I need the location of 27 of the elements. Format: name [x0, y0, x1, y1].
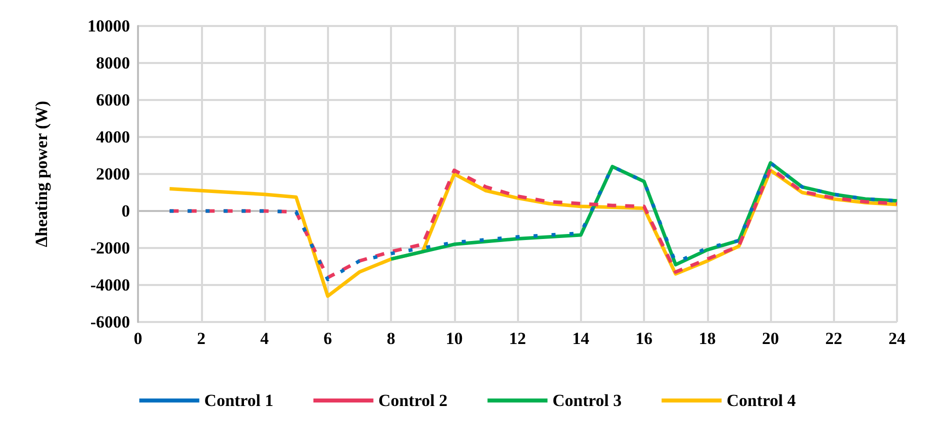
x-tick-label: 4 — [260, 329, 270, 348]
x-tick-label: 10 — [446, 329, 463, 348]
x-tick-label: 2 — [197, 329, 206, 348]
y-tick-label: 4000 — [96, 128, 130, 146]
x-tick-label: 6 — [324, 329, 332, 348]
y-tick-label: 6000 — [96, 90, 130, 110]
y-tick-label: 8000 — [96, 54, 130, 72]
legend-label: Control 4 — [726, 391, 796, 410]
legend-label: Control 2 — [378, 391, 448, 410]
x-tick-label: 12 — [509, 329, 526, 348]
y-tick-label: -6000 — [90, 312, 130, 332]
x-tick-label: 24 — [888, 329, 906, 348]
y-axis-title: Δheating power (W) — [32, 100, 51, 248]
y-tick-label: 2000 — [96, 164, 130, 184]
legend-label: Control 1 — [204, 391, 274, 410]
y-tick-label: -4000 — [90, 276, 130, 294]
x-tick-label: 18 — [698, 329, 716, 348]
x-tick-label: 8 — [386, 329, 396, 348]
x-tick-label: 20 — [762, 329, 779, 348]
y-tick-label: 0 — [122, 202, 130, 220]
y-tick-label: -2000 — [90, 238, 130, 258]
legend-label: Control 3 — [552, 391, 622, 410]
x-tick-label: 0 — [134, 329, 142, 348]
y-tick-label: 10000 — [88, 16, 130, 36]
x-tick-label: 14 — [572, 329, 590, 348]
x-tick-label: 22 — [825, 329, 842, 348]
x-tick-label: 16 — [636, 329, 652, 348]
